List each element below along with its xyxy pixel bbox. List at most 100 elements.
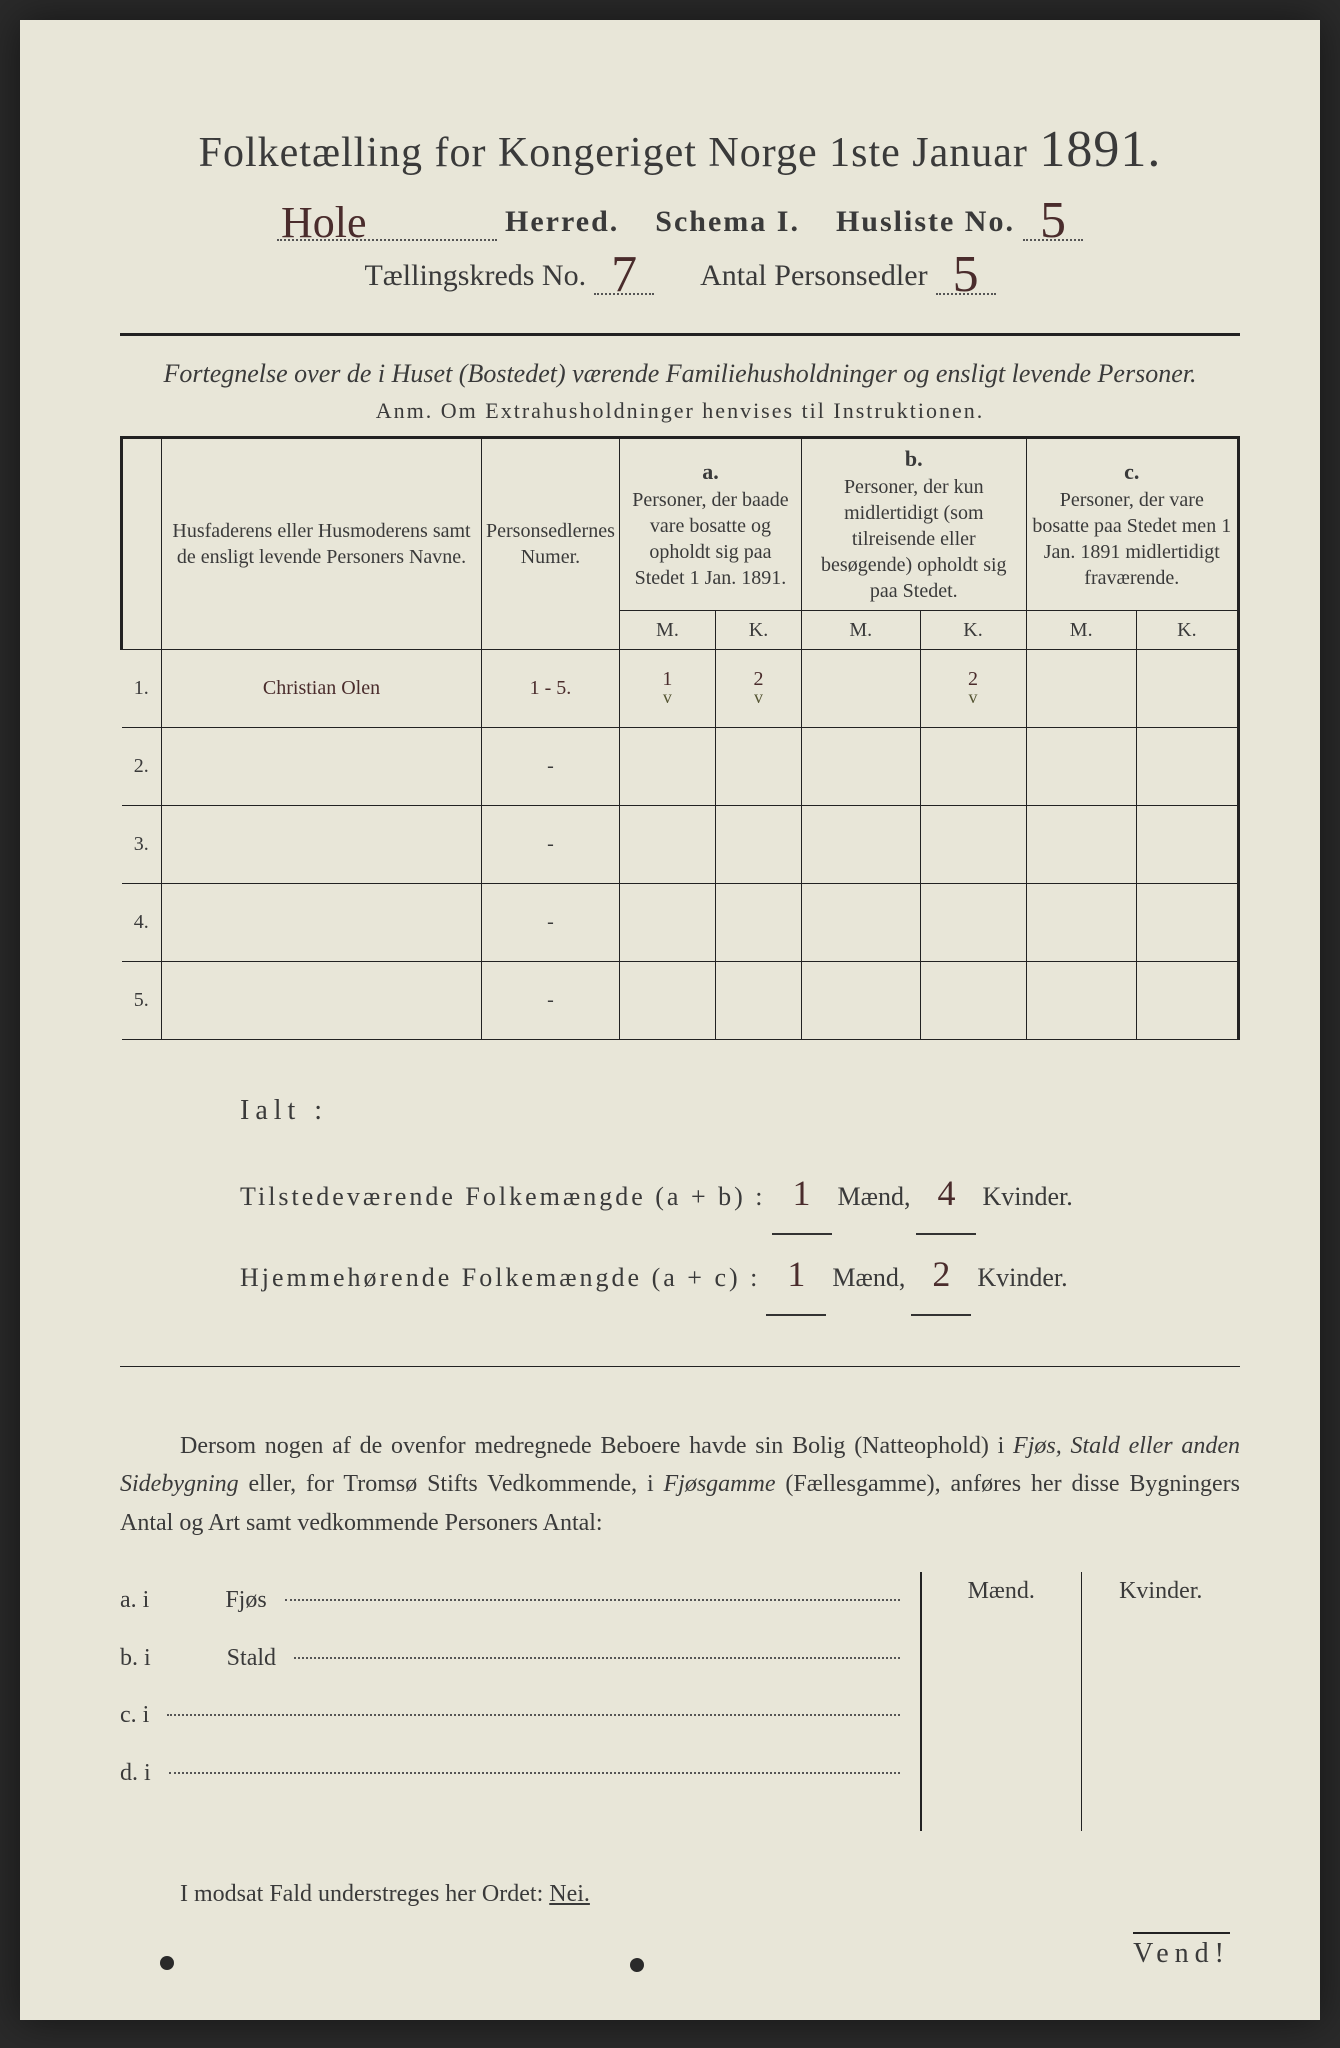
b-text: Personer, der kun midlertidigt (som tilr… [806, 474, 1022, 604]
b-val: Stald [227, 1630, 276, 1688]
ink-spot [160, 1956, 174, 1970]
mk-maend: Mænd. [922, 1572, 1082, 1611]
b-label: b. [806, 445, 1022, 474]
c-m-cell [1026, 649, 1136, 727]
b-k-cell [920, 727, 1026, 805]
p-t3: (Fællesgamme), anføres her disse Bygning… [776, 1471, 1241, 1497]
b-m-cell [802, 961, 920, 1039]
table-row: 3.- [122, 805, 1239, 883]
totals-row-1: Tilstedeværende Folkemængde (a + b) : 1 … [240, 1154, 1240, 1235]
side-building-paragraph: Dersom nogen af de ovenfor medregnede Be… [120, 1427, 1240, 1542]
ink-spot [630, 1958, 644, 1972]
p-t2: eller, for Tromsø Stifts Vedkommende, i [239, 1471, 664, 1497]
hjemme-k: 2 [911, 1235, 971, 1316]
b-k: K. [920, 610, 1026, 649]
dots [285, 1599, 900, 1601]
row-num: 3. [122, 805, 162, 883]
c-k-cell [1136, 883, 1238, 961]
name-cell [162, 727, 482, 805]
ialt-label: Ialt : [240, 1080, 1240, 1142]
c-k-cell [1136, 649, 1238, 727]
b-k-cell [920, 961, 1026, 1039]
b-prefix: b. i [120, 1630, 151, 1688]
tilstede-k: 4 [916, 1154, 976, 1235]
totals-row-2: Hjemmehørende Folkemængde (a + c) : 1 Mæ… [240, 1235, 1240, 1316]
a-label: a. [624, 458, 797, 487]
c-m-cell [1026, 727, 1136, 805]
rule [120, 333, 1240, 336]
col-names-header: Husfaderens eller Husmoderens samt de en… [162, 438, 482, 650]
maend-2: Mænd, [832, 1249, 905, 1306]
household-table: Husfaderens eller Husmoderens samt de en… [120, 436, 1240, 1040]
kvinder-1: Kvinder. [982, 1168, 1072, 1225]
sedler-cell: - [482, 727, 620, 805]
header-line-2: Tællingskreds No. 7 Antal Personsedler 5 [120, 251, 1240, 293]
name-cell [162, 805, 482, 883]
schema-label: Schema I. [655, 205, 800, 239]
col-b-header: b. Personer, der kun midlertidigt (som t… [802, 438, 1027, 611]
c-m-cell [1026, 883, 1136, 961]
title-text: Folketælling for Kongeriget Norge 1ste J… [199, 130, 1028, 176]
a-val: Fjøs [225, 1572, 266, 1630]
census-form-page: Folketælling for Kongeriget Norge 1ste J… [20, 20, 1320, 2020]
subtitle: Fortegnelse over de i Huset (Bostedet) v… [120, 356, 1240, 392]
col-a-header: a. Personer, der baade vare bosatte og o… [619, 438, 801, 611]
dots [167, 1714, 900, 1716]
a-m-cell: 1v [619, 649, 715, 727]
b-k-cell [920, 805, 1026, 883]
b-k-cell [920, 883, 1026, 961]
title-year: 1891. [1039, 121, 1161, 178]
a-k-cell [716, 727, 802, 805]
kvinder-2: Kvinder. [977, 1249, 1067, 1306]
a-k-cell [716, 805, 802, 883]
item-d: d. i [120, 1745, 900, 1803]
table-row: 1.Christian Olen1 - 5.1v2v2v [122, 649, 1239, 727]
side-list: a. i Fjøs b. i Stald c. i d. i [120, 1572, 900, 1831]
a-k-cell [716, 883, 802, 961]
dots [294, 1657, 900, 1659]
b-m-cell [802, 649, 920, 727]
a-prefix: a. i [120, 1572, 149, 1630]
c-label: c. [1031, 458, 1233, 487]
col-c-header: c. Personer, der vare bosatte paa Stedet… [1026, 438, 1238, 611]
a-k-cell [716, 961, 802, 1039]
a-k-cell: 2v [716, 649, 802, 727]
row-num: 4. [122, 883, 162, 961]
c-prefix: c. i [120, 1687, 149, 1745]
name-cell [162, 961, 482, 1039]
c-m-cell [1026, 961, 1136, 1039]
b-k-cell: 2v [920, 649, 1026, 727]
mk-body [922, 1611, 1240, 1831]
a-text: Personer, der baade vare bosatte og opho… [624, 487, 797, 591]
sedler-cell: - [482, 961, 620, 1039]
nei: Nei. [549, 1881, 590, 1907]
sedler-cell: - [482, 883, 620, 961]
husliste-value: 5 [1023, 203, 1083, 241]
c-m-cell [1026, 805, 1136, 883]
title-block: Folketælling for Kongeriget Norge 1ste J… [120, 120, 1240, 293]
a-m-cell [619, 883, 715, 961]
a-m: M. [619, 610, 715, 649]
tilstede-m: 1 [772, 1154, 832, 1235]
c-k-cell [1136, 961, 1238, 1039]
row-num: 1. [122, 649, 162, 727]
mk-kvinder: Kvinder. [1082, 1572, 1241, 1611]
a-m-cell [619, 961, 715, 1039]
row-num: 5. [122, 961, 162, 1039]
mk-table: Mænd. Kvinder. [920, 1572, 1240, 1831]
side-building-block: a. i Fjøs b. i Stald c. i d. i [120, 1572, 1240, 1831]
table-row: 2.- [122, 727, 1239, 805]
dots [169, 1772, 900, 1774]
blank-header [122, 438, 162, 650]
husliste-label: Husliste No. [836, 205, 1015, 239]
mk-head: Mænd. Kvinder. [922, 1572, 1240, 1611]
footer-line: I modsat Fald understreges her Ordet: Ne… [120, 1881, 1240, 1908]
p-t4: samt vedkommende Personers Antal: [240, 1510, 603, 1536]
footer-text: I modsat Fald understreges her Ordet: [180, 1881, 549, 1907]
d-prefix: d. i [120, 1745, 151, 1803]
c-text: Personer, der vare bosatte paa Stedet me… [1031, 487, 1233, 591]
kreds-value: 7 [594, 257, 654, 295]
table-row: 5. - [122, 961, 1239, 1039]
col1-text: Husfaderens eller Husmoderens samt de en… [172, 520, 470, 568]
b-m: M. [802, 610, 920, 649]
